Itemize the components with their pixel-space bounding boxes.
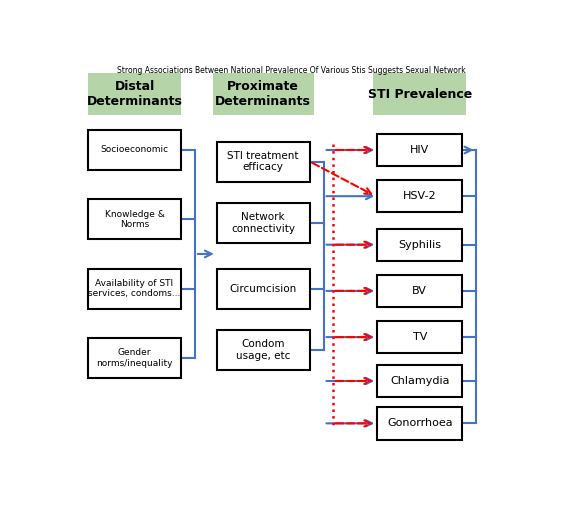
- FancyBboxPatch shape: [377, 134, 462, 166]
- Text: Condom
usage, etc: Condom usage, etc: [236, 339, 290, 361]
- FancyBboxPatch shape: [217, 203, 310, 243]
- Text: Gender
norms/inequality: Gender norms/inequality: [97, 348, 173, 368]
- Text: HSV-2: HSV-2: [403, 191, 437, 201]
- FancyBboxPatch shape: [377, 365, 462, 397]
- FancyBboxPatch shape: [88, 269, 181, 309]
- Text: Chlamydia: Chlamydia: [390, 376, 449, 386]
- Text: Network
connectivity: Network connectivity: [231, 212, 295, 234]
- FancyBboxPatch shape: [373, 73, 466, 115]
- Text: STI treatment
efficacy: STI treatment efficacy: [227, 151, 299, 173]
- Text: HIV: HIV: [410, 145, 429, 155]
- FancyBboxPatch shape: [88, 130, 181, 170]
- Text: Strong Associations Between National Prevalence Of Various Stis Suggests Sexual : Strong Associations Between National Pre…: [117, 66, 465, 75]
- Text: Socioeconomic: Socioeconomic: [101, 145, 169, 155]
- Text: Proximate
Determinants: Proximate Determinants: [215, 80, 311, 108]
- Text: Syphilis: Syphilis: [398, 240, 441, 250]
- Text: Knowledge &
Norms: Knowledge & Norms: [105, 209, 165, 229]
- FancyBboxPatch shape: [377, 228, 462, 261]
- FancyBboxPatch shape: [217, 330, 310, 370]
- FancyBboxPatch shape: [88, 338, 181, 378]
- FancyBboxPatch shape: [213, 73, 314, 115]
- Text: BV: BV: [412, 286, 427, 296]
- FancyBboxPatch shape: [88, 73, 181, 115]
- FancyBboxPatch shape: [377, 275, 462, 307]
- FancyBboxPatch shape: [377, 180, 462, 212]
- Text: TV: TV: [412, 332, 427, 342]
- FancyBboxPatch shape: [88, 199, 181, 239]
- FancyBboxPatch shape: [377, 321, 462, 353]
- FancyBboxPatch shape: [217, 269, 310, 309]
- FancyBboxPatch shape: [217, 141, 310, 182]
- Text: Circumcision: Circumcision: [229, 284, 297, 293]
- Text: Availability of STI
services, condoms...: Availability of STI services, condoms...: [89, 279, 181, 298]
- FancyBboxPatch shape: [377, 407, 462, 439]
- Text: Distal
Determinants: Distal Determinants: [86, 80, 182, 108]
- Text: Gonorrhoea: Gonorrhoea: [387, 418, 453, 429]
- Text: STI Prevalence: STI Prevalence: [367, 88, 472, 101]
